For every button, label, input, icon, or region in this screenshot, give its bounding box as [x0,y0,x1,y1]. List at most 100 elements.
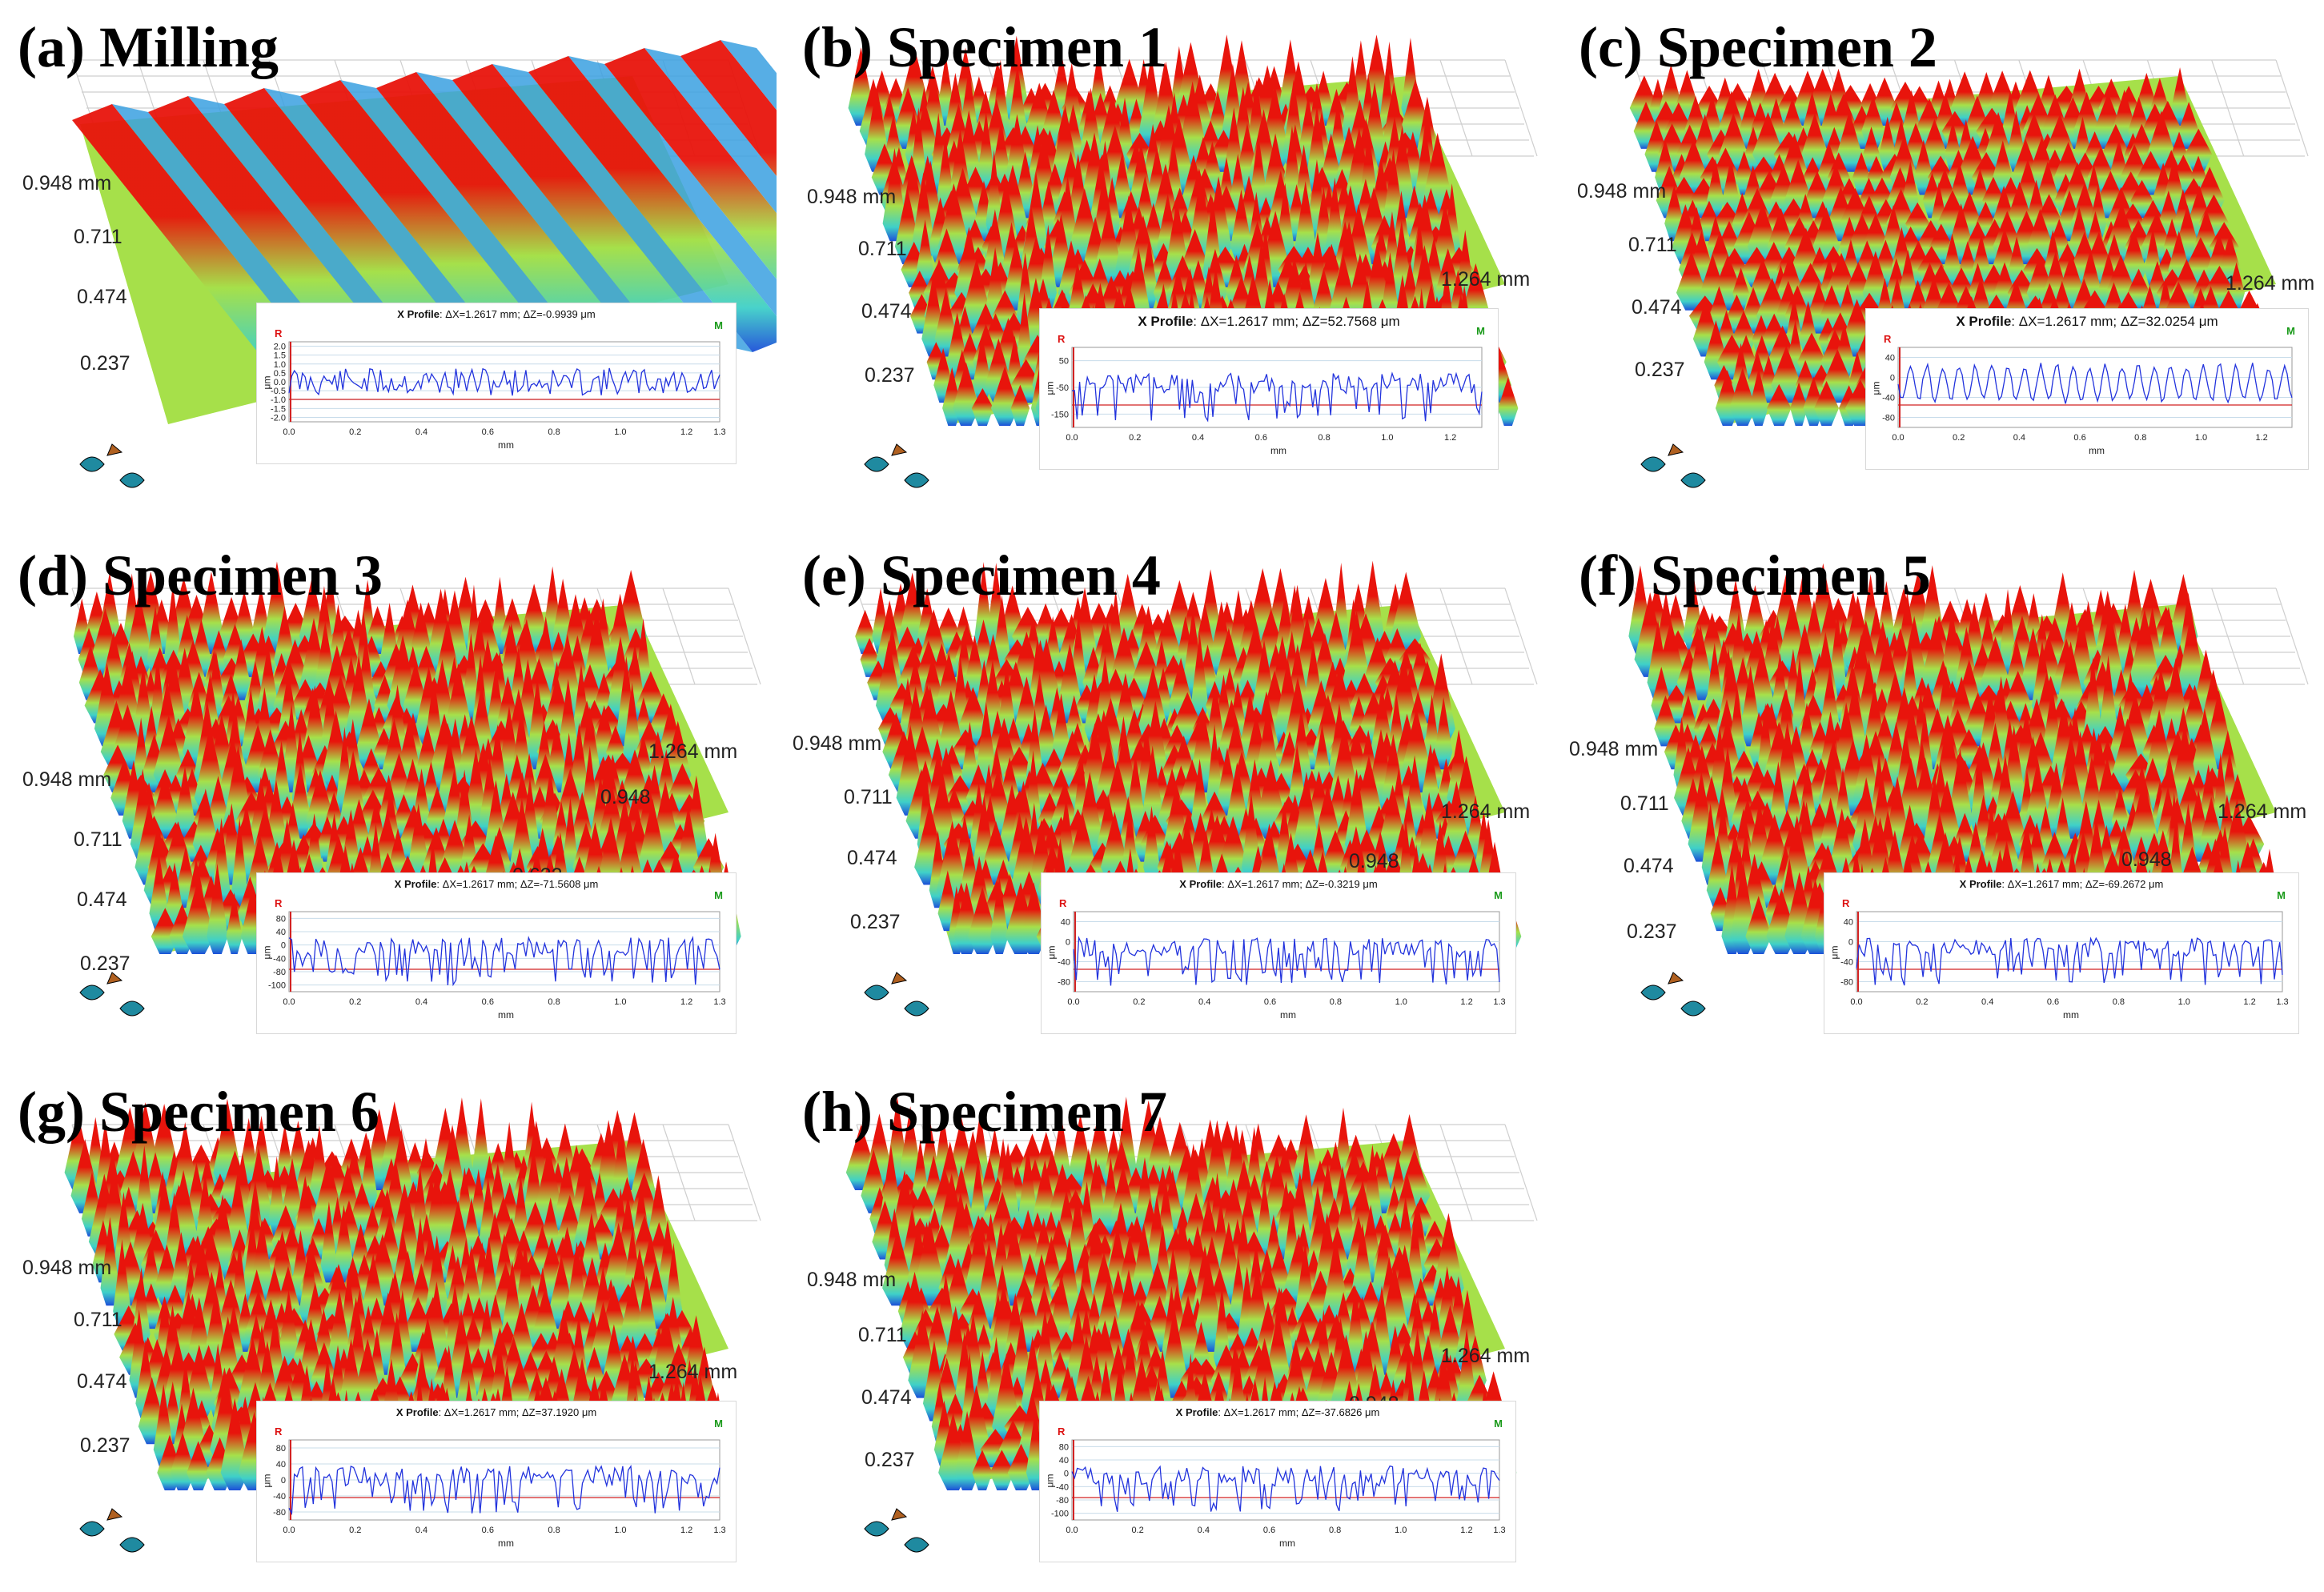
profile-marker-m[interactable]: M [1476,325,1485,337]
profile-marker-m[interactable]: M [2277,889,2286,901]
surface-z-tick: 0.948 mm [793,732,882,755]
profile-plot: 40 0 -40 -80 0.0 0.2 0.4 0.6 0.8 1.0 1.2 [1882,347,2293,443]
profile-y-tick: -40 [273,954,286,964]
profile-x-tick: 0.6 [1263,1526,1275,1535]
profile-y-unit: μm [1870,381,1882,395]
profile-marker-r[interactable]: R [275,1426,283,1438]
profile-title-values: : ΔX=1.2617 mm; ΔZ=-71.5608 μm [436,878,599,890]
profile-x-tick: 1.3 [713,427,725,437]
profile-x-tick: 0.4 [1981,997,1993,1007]
view-rotate-icon[interactable] [864,443,929,488]
panel-title: (d) Specimen 3 [18,543,383,608]
profile-x-tick: 0.6 [482,427,494,437]
view-rotate-icon[interactable] [864,972,929,1017]
surface-z-tick: 0.237 [1627,920,1677,943]
profile-plot: 40 0 -40 -80 0.0 0.2 0.4 0.6 0.8 1.0 1.2 1.3 [1058,911,1506,1007]
profile-marker-m[interactable]: M [1494,889,1503,901]
panel-title: (f) Specimen 5 [1579,543,1931,608]
profile-y-tick: -100 [1051,1510,1069,1519]
profile-x-tick: 0.8 [2134,433,2146,443]
profile-marker-m[interactable]: M [2286,325,2295,337]
surface-z-tick: 0.237 [80,952,130,975]
profile-x-tick: 1.0 [2178,997,2190,1007]
profile-title-bold: X Profile [1175,1406,1218,1418]
profile-trace [288,1464,720,1516]
view-rotate-icon[interactable] [864,1508,929,1553]
profile-plot: 40 0 -40 -80 0.0 0.2 0.4 0.6 0.8 1.0 1.2 1.3 [1840,911,2289,1007]
profile-x-tick: 0.2 [1129,433,1141,443]
profile-y-tick: -50 [1056,383,1069,393]
profile-x-tick: 0.6 [1264,997,1276,1007]
profile-title-bold: X Profile [394,878,437,890]
profile-y-tick: 0 [1064,1470,1069,1479]
profile-marker-r[interactable]: R [1058,1426,1066,1438]
view-rotate-icon[interactable] [1640,972,1706,1017]
profile-marker-r[interactable]: R [275,327,283,339]
x-profile-inset: X Profile: ΔX=1.2617 mm; ΔZ=-0.3219 μm R M… [1041,872,1516,1034]
profile-marker-m[interactable]: M [714,889,723,901]
profile-title-values: : ΔX=1.2617 mm; ΔZ=52.7568 μm [1193,314,1400,329]
profile-title-values: : ΔX=1.2617 mm; ΔZ=32.0254 μm [2011,314,2218,329]
profile-x-tick: 0.8 [2113,997,2125,1007]
profile-x-unit: mm [2063,1009,2079,1021]
profile-y-tick: -0.5 [271,387,286,396]
surface-z-tick: 0.948 mm [807,186,897,208]
view-rotate-icon[interactable] [79,1508,145,1553]
x-profile-inset: X Profile: ΔX=1.2617 mm; ΔZ=-71.5608 μm R… [256,872,737,1034]
profile-x-unit: mm [1270,445,1286,456]
panel-c: (c) Specimen 2 0.948 mm 0.711 0.474 0.237 1.2… [1561,0,2324,512]
profile-marker-m[interactable]: M [714,1418,723,1430]
profile-plot: 80 40 0 -40 -80 -100 0.0 0.2 0.4 0.6 0.8 1.0 1.2 1.3 [1051,1439,1506,1535]
profile-y-tick: 1.5 [274,351,286,361]
profile-title: X Profile: ΔX=1.2617 mm; ΔZ=37.1920 μm [257,1406,736,1418]
profile-x-tick: 0.6 [2073,433,2085,443]
profile-x-unit: mm [498,439,514,451]
profile-marker-r[interactable]: R [1842,897,1850,909]
surface-x-mid-tick: 0.948 [1349,850,1399,872]
view-rotate-icon[interactable] [79,443,145,488]
surface-z-tick: 0.711 [1620,792,1669,815]
profile-title-bold: X Profile [1959,878,2002,890]
profile-marker-r[interactable]: R [1058,333,1066,345]
profile-x-tick: 1.2 [1444,433,1456,443]
profile-y-tick: -80 [1058,978,1070,988]
profile-y-unit: μm [261,1474,273,1488]
profile-y-tick: 1.0 [274,360,286,370]
profile-x-tick: 1.3 [713,997,725,1007]
panel-title: (a) Milling [18,15,279,79]
profile-x-tick: 0.0 [283,997,295,1007]
surface-x-mid-tick: 0.948 [600,786,651,808]
profile-marker-m[interactable]: M [1494,1418,1503,1430]
profile-trace [1897,362,2293,404]
profile-title-bold: X Profile [1956,314,2012,329]
profile-y-tick: -150 [1051,410,1069,419]
surface-x-end-tick: 1.264 mm [2226,272,2315,295]
profile-x-tick: 0.6 [1255,433,1267,443]
profile-marker-r[interactable]: R [1884,333,1892,345]
profile-x-tick: 0.4 [415,997,427,1007]
surface-x-end-tick: 1.264 mm [648,1361,738,1383]
profile-title: X Profile: ΔX=1.2617 mm; ΔZ=-69.2672 μm [1824,878,2298,890]
profile-y-tick: 40 [1844,918,1853,928]
profile-x-tick: 0.4 [415,1526,427,1535]
profile-marker-r[interactable]: R [275,897,283,909]
profile-trace [288,936,720,987]
profile-x-tick: 0.0 [1066,433,1078,443]
profile-marker-r[interactable]: R [1059,897,1067,909]
panel-a: (a) Milling 0.948 mm 0.711 0.474 0.237 X Prof… [0,0,777,512]
profile-title-values: : ΔX=1.2617 mm; ΔZ=-69.2672 μm [2001,878,2164,890]
surface-z-tick: 0.711 [74,226,122,248]
profile-title: X Profile: ΔX=1.2617 mm; ΔZ=-0.3219 μm [1042,878,1515,890]
profile-y-tick: 0 [1890,374,1895,383]
surface-z-tick: 0.711 [74,828,122,851]
profile-x-tick: 1.2 [680,997,692,1007]
surface-z-tick: 0.474 [77,888,127,911]
x-profile-inset: X Profile: ΔX=1.2617 mm; ΔZ=-37.6826 μm R… [1039,1401,1516,1562]
view-rotate-icon[interactable] [1640,443,1706,488]
profile-x-tick: 0.8 [1329,1526,1341,1535]
view-rotate-icon[interactable] [79,972,145,1017]
profile-marker-m[interactable]: M [714,319,723,331]
profile-y-tick: -1.5 [271,404,286,414]
x-profile-inset: X Profile: ΔX=1.2617 mm; ΔZ=-69.2672 μm R… [1824,872,2299,1034]
profile-y-tick: -100 [268,981,286,991]
